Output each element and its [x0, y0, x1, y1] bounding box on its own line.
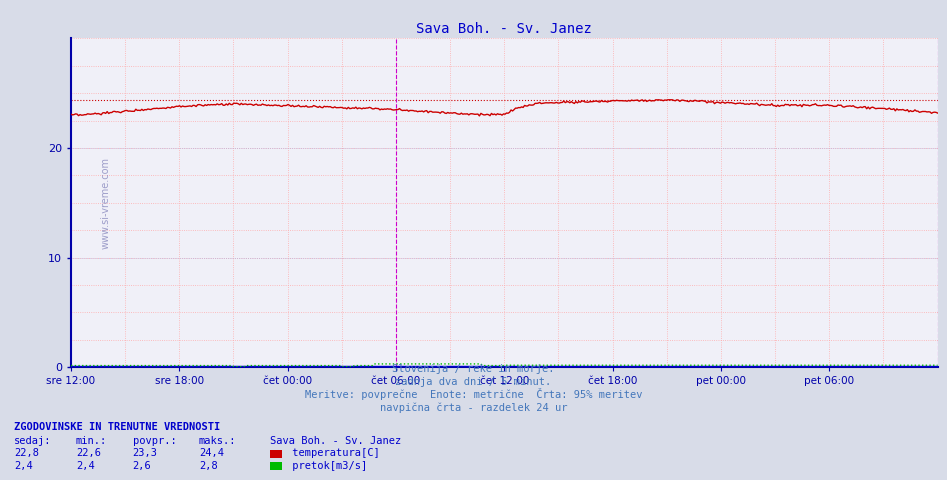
Text: zadnja dva dni / 5 minut.: zadnja dva dni / 5 minut. — [396, 377, 551, 387]
Text: Meritve: povprečne  Enote: metrične  Črta: 95% meritev: Meritve: povprečne Enote: metrične Črta:… — [305, 388, 642, 400]
Text: 23,3: 23,3 — [133, 448, 157, 458]
Text: sedaj:: sedaj: — [14, 436, 52, 446]
Text: ZGODOVINSKE IN TRENUTNE VREDNOSTI: ZGODOVINSKE IN TRENUTNE VREDNOSTI — [14, 421, 221, 432]
Text: 2,4: 2,4 — [76, 461, 95, 471]
Text: 22,8: 22,8 — [14, 448, 39, 458]
Text: pretok[m3/s]: pretok[m3/s] — [286, 461, 367, 471]
Text: povpr.:: povpr.: — [133, 436, 176, 446]
Text: 2,8: 2,8 — [199, 461, 218, 471]
Text: 22,6: 22,6 — [76, 448, 100, 458]
Text: 2,4: 2,4 — [14, 461, 33, 471]
Text: temperatura[C]: temperatura[C] — [286, 448, 380, 458]
Text: maks.:: maks.: — [199, 436, 237, 446]
Text: 2,6: 2,6 — [133, 461, 152, 471]
Text: 24,4: 24,4 — [199, 448, 223, 458]
Text: min.:: min.: — [76, 436, 107, 446]
Text: Slovenija / reke in morje.: Slovenija / reke in morje. — [392, 364, 555, 374]
Text: navpična črta - razdelek 24 ur: navpična črta - razdelek 24 ur — [380, 402, 567, 413]
Text: Sava Boh. - Sv. Janez: Sava Boh. - Sv. Janez — [270, 436, 402, 446]
Text: www.si-vreme.com: www.si-vreme.com — [100, 157, 111, 249]
Title: Sava Boh. - Sv. Janez: Sava Boh. - Sv. Janez — [417, 22, 592, 36]
